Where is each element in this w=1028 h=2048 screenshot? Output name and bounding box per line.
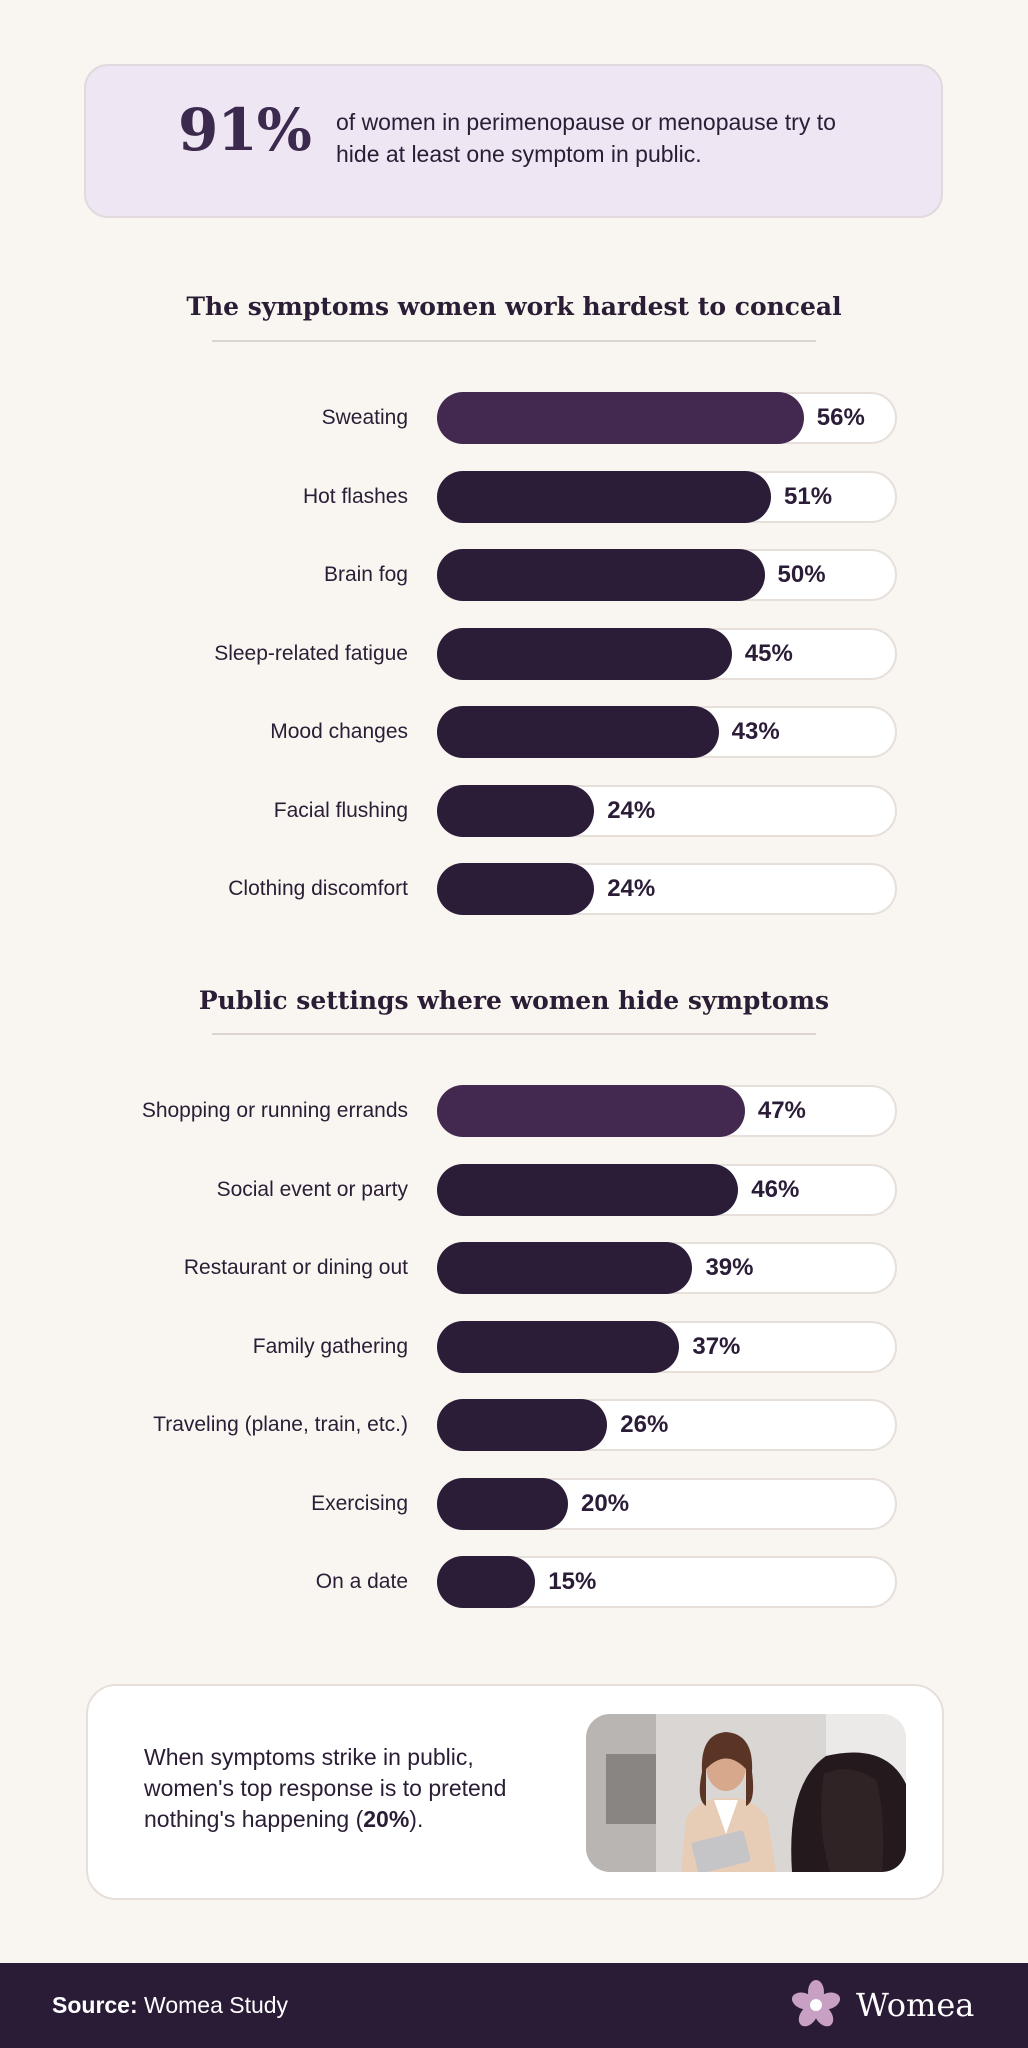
bar xyxy=(437,628,732,680)
headline-stat-card: 91% of women in perimenopause or menopau… xyxy=(84,64,943,218)
bar-value-label: 20% xyxy=(581,1490,630,1517)
bar-row: Sleep-related fatigue 45% xyxy=(0,628,1028,680)
bar-row: Exercising 20% xyxy=(0,1478,1028,1530)
source-note: Source: Womea Study xyxy=(52,1963,288,2048)
flower-icon xyxy=(791,1980,841,2027)
bar-category-label: Exercising xyxy=(311,1492,408,1515)
bar xyxy=(437,706,719,758)
source-value: Womea Study xyxy=(144,1992,289,2018)
bar xyxy=(437,785,595,837)
bar-category-label: Restaurant or dining out xyxy=(183,1256,408,1279)
bar-category-label: Facial flushing xyxy=(273,799,408,822)
bar-value-label: 56% xyxy=(816,404,865,431)
bar-row: Family gathering 37% xyxy=(0,1321,1028,1373)
bar-category-label: Sleep-related fatigue xyxy=(214,642,408,665)
bar xyxy=(437,1085,745,1137)
bar-value-label: 45% xyxy=(744,640,793,667)
bar-value-label: 24% xyxy=(607,875,656,902)
bar xyxy=(437,1164,739,1216)
chart-title-rule-symptoms xyxy=(212,340,816,342)
bar-row: Shopping or running errands 47% xyxy=(0,1085,1028,1137)
bar-value-label: 39% xyxy=(705,1254,754,1281)
bar-value-label: 37% xyxy=(692,1333,741,1360)
bar xyxy=(437,1242,693,1294)
chart-title-symptoms: The symptoms women work hardest to conce… xyxy=(186,292,842,321)
bar-row: On a date 15% xyxy=(0,1556,1028,1608)
bar-value-label: 46% xyxy=(751,1176,800,1203)
headline-stat-number: 91% xyxy=(178,96,312,164)
bar xyxy=(437,392,804,444)
bar-value-label: 24% xyxy=(607,797,656,824)
bar-category-label: Sweating xyxy=(321,406,408,429)
bar xyxy=(437,1478,568,1530)
bar xyxy=(437,1399,608,1451)
bar-row: Restaurant or dining out 39% xyxy=(0,1242,1028,1294)
bar-category-label: Traveling (plane, train, etc.) xyxy=(153,1413,408,1436)
bar-value-label: 50% xyxy=(777,561,826,588)
bar-category-label: Clothing discomfort xyxy=(228,877,408,900)
bar-value-label: 43% xyxy=(731,718,780,745)
bar-category-label: Hot flashes xyxy=(302,485,408,508)
bar-category-label: Mood changes xyxy=(270,720,408,743)
response-callout-card: When symptoms strike in public, women's … xyxy=(86,1684,944,1900)
footer-bar: Source: Womea Study Womea xyxy=(0,1963,1028,2048)
bar-category-label: Brain fog xyxy=(323,563,408,586)
bar-value-label: 47% xyxy=(757,1097,806,1124)
bar-row: Clothing discomfort 24% xyxy=(0,863,1028,915)
bar-value-label: 26% xyxy=(620,1411,669,1438)
bar xyxy=(437,1321,680,1373)
bar-category-label: Family gathering xyxy=(252,1335,408,1358)
bar-row: Social event or party 46% xyxy=(0,1164,1028,1216)
bar-category-label: Shopping or running errands xyxy=(141,1099,408,1122)
bar-row: Facial flushing 24% xyxy=(0,785,1028,837)
bar-row: Hot flashes 51% xyxy=(0,471,1028,523)
bar-category-label: On a date xyxy=(315,1570,408,1593)
source-label: Source: xyxy=(52,1992,138,2018)
bar xyxy=(437,471,772,523)
bar-row: Traveling (plane, train, etc.) 26% xyxy=(0,1399,1028,1451)
bar-row: Brain fog 50% xyxy=(0,549,1028,601)
bar-value-label: 15% xyxy=(548,1568,597,1595)
bar-category-label: Social event or party xyxy=(216,1178,408,1201)
bar-row: Mood changes 43% xyxy=(0,706,1028,758)
headline-stat-text: of women in perimenopause or menopause t… xyxy=(336,109,836,167)
response-highlight-value: 20% xyxy=(363,1806,410,1832)
chart-title-rule-settings xyxy=(212,1033,816,1035)
brand-logo-text: Womea xyxy=(856,1986,975,2024)
women-conversation-photo xyxy=(586,1714,906,1872)
bar xyxy=(437,1556,536,1608)
response-callout-text: When symptoms strike in public, women's … xyxy=(144,1744,507,1832)
bar-value-label: 51% xyxy=(784,483,833,510)
chart-title-settings: Public settings where women hide symptom… xyxy=(198,986,830,1015)
bar-row: Sweating 56% xyxy=(0,392,1028,444)
bar xyxy=(437,549,765,601)
bar xyxy=(437,863,595,915)
